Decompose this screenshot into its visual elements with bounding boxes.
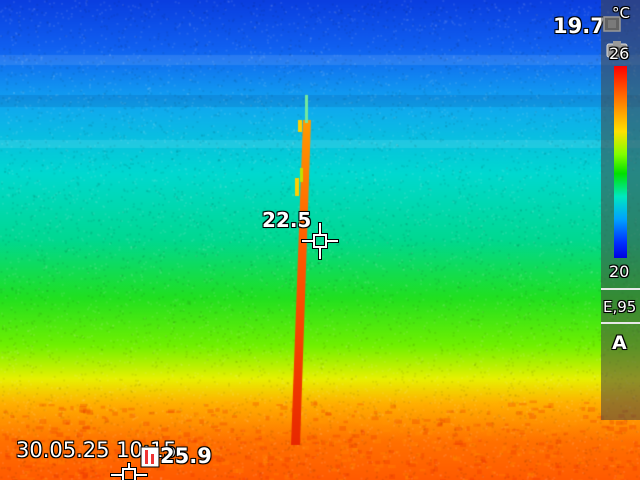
min-temperature-readout: 25.9 <box>160 444 212 468</box>
scale-divider <box>601 322 640 324</box>
scale-divider <box>601 288 640 290</box>
emissivity-label: E,95 <box>603 298 637 316</box>
scale-max-label: 26 <box>609 44 630 63</box>
thermometer-icon <box>140 446 160 468</box>
color-scale-bar <box>614 66 627 258</box>
unit-label: °C <box>612 4 630 22</box>
max-temperature-readout: 19.7 <box>553 14 605 38</box>
camera-icon <box>606 41 628 58</box>
measurement-mode-label: A <box>612 332 627 354</box>
cold-spot-marker-icon <box>110 462 148 480</box>
crosshair-icon <box>301 222 339 260</box>
spot-temperature-readout: 22.5 <box>262 208 312 232</box>
scale-min-label: 20 <box>609 262 630 281</box>
